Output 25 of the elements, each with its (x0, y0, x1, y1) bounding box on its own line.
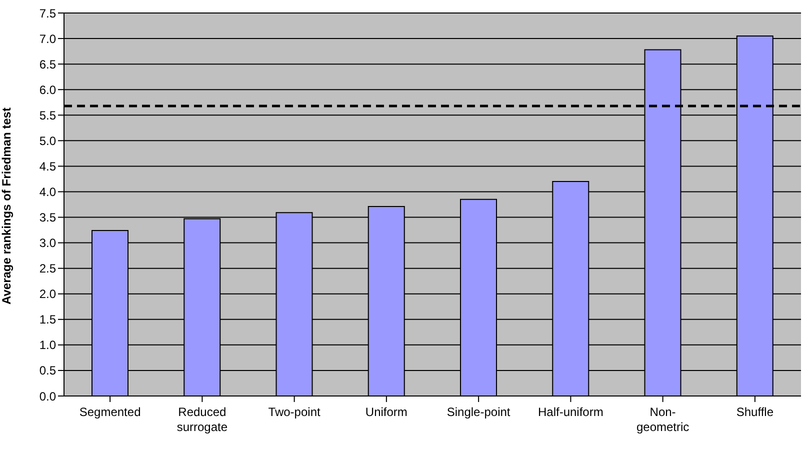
x-tick-label: Single-point (446, 405, 511, 419)
x-tick-label: Shuffle (736, 405, 774, 419)
y-tick-label: 4.5 (39, 159, 56, 174)
y-tick-label: 0.5 (39, 364, 56, 378)
y-axis-title: Average rankings of Friedman test (0, 108, 14, 304)
y-tick-label: 3.5 (39, 210, 56, 225)
y-tick-label: 5.5 (39, 108, 56, 122)
y-tick-label: 4.0 (39, 184, 56, 199)
y-tick-label: 2.0 (39, 287, 56, 302)
x-tick-label: Reduced surrogate (176, 405, 228, 434)
x-tick-label: Two-point (268, 405, 321, 419)
x-tick-label: Segmented (79, 405, 141, 419)
x-tick-label: Half-uniform (538, 405, 604, 419)
y-tick-label: 7.0 (39, 32, 56, 46)
y-tick-label: 5.0 (39, 134, 56, 148)
x-tick-label: Non-geometric (636, 405, 690, 434)
y-tick-label: 6.5 (39, 57, 56, 72)
y-tick-label: 6.0 (39, 82, 56, 97)
y-tick-label: 2.5 (39, 262, 56, 276)
y-tick-label: 3.0 (39, 236, 56, 250)
y-tick-label: 7.5 (39, 6, 56, 20)
y-tick-label: 1.5 (39, 312, 56, 327)
y-tick-label: 1.0 (39, 338, 56, 352)
y-tick-label: 0.0 (39, 389, 56, 404)
x-tick-label: Uniform (365, 405, 408, 419)
